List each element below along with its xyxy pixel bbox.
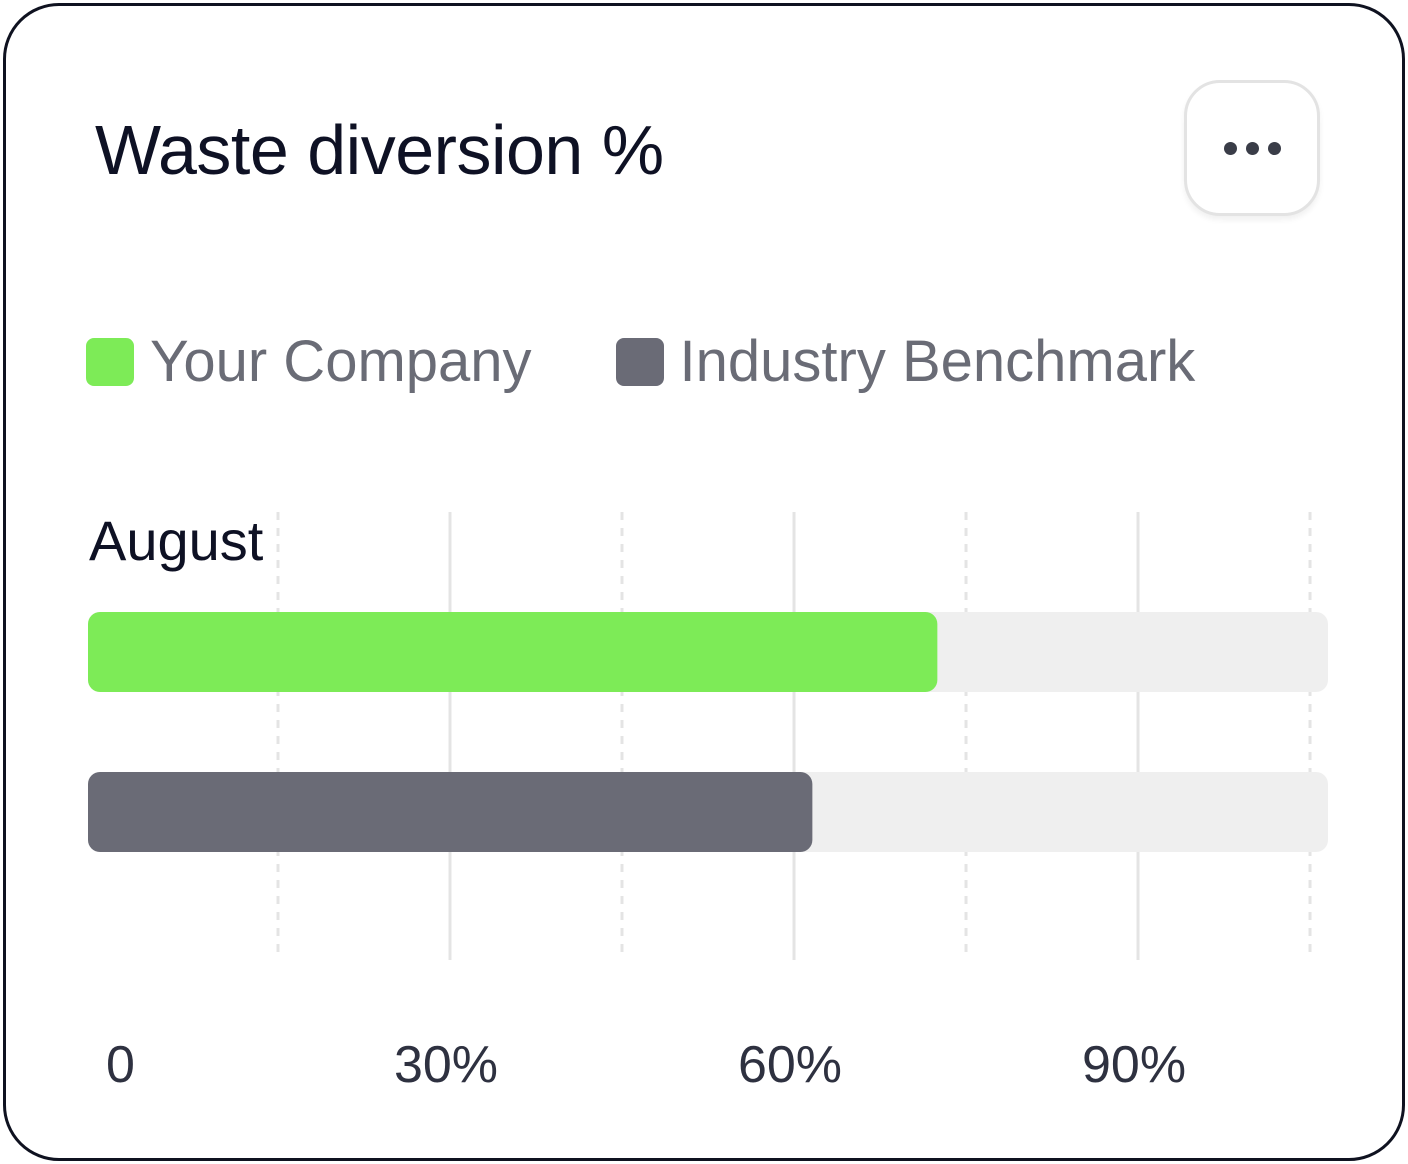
bar-your-company[interactable] (88, 612, 938, 692)
x-tick-label: 90% (1082, 1036, 1186, 1094)
x-tick-label: 0 (106, 1036, 135, 1094)
chart-legend: Your Company Industry Benchmark (86, 327, 1279, 397)
legend-swatch-industry-benchmark (615, 338, 664, 386)
legend-swatch-your-company (86, 338, 134, 386)
legend-item-industry-benchmark[interactable]: Industry Benchmark (615, 327, 1196, 397)
legend-label-your-company: Your Company (150, 329, 532, 394)
x-tick-label: 60% (738, 1036, 842, 1094)
more-options-button[interactable] (1184, 80, 1320, 216)
waste-diversion-card: Waste diversion % (3, 3, 1405, 1161)
legend-label-industry-benchmark: Industry Benchmark (679, 329, 1196, 394)
category-label: August (89, 509, 264, 572)
more-horizontal-icon (1223, 141, 1281, 155)
card-title: Waste diversion % (95, 111, 664, 189)
legend-item-your-company[interactable]: Your Company (86, 327, 532, 397)
x-tick-label: 30% (394, 1036, 498, 1094)
bar-industry-benchmark[interactable] (88, 772, 813, 852)
